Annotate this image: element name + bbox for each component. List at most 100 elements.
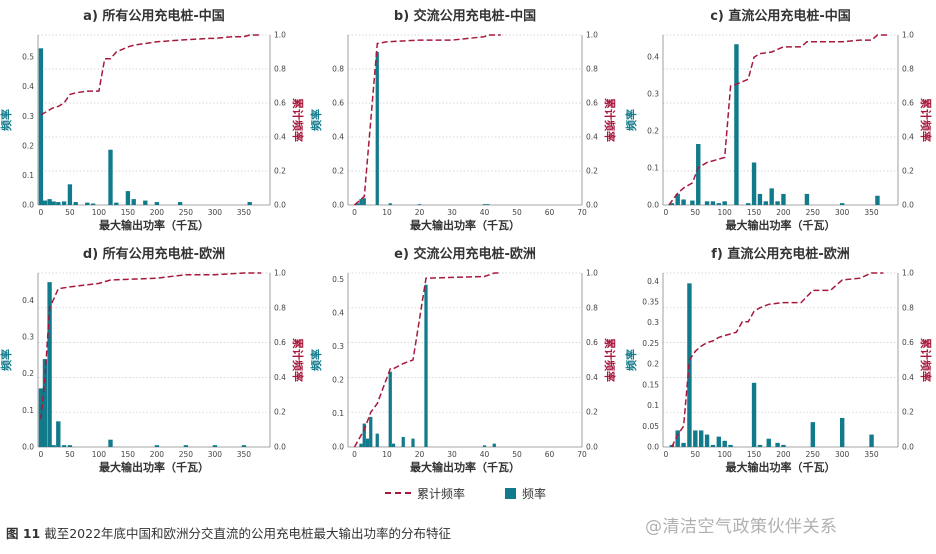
frequency-bar (681, 442, 686, 447)
y-tick-label: 0.1 (647, 164, 659, 173)
y-tick-label: 0.6 (332, 99, 344, 108)
frequency-bar (241, 445, 247, 447)
frequency-bar (47, 282, 52, 447)
frequency-bar (42, 359, 48, 447)
frequency-bar (690, 200, 695, 205)
x-tick-label: 350 (864, 208, 879, 217)
x-tick-label: 300 (208, 208, 223, 217)
y-tick-label: 0.3 (332, 342, 344, 351)
frequency-bar (486, 204, 490, 205)
frequency-bar (61, 201, 67, 205)
y-tick-label: 0.1 (332, 409, 344, 418)
y-tick-label: 0.1 (22, 171, 34, 180)
y2-axis-label: 累计频率 (603, 98, 617, 142)
y2-tick-label: 0.4 (274, 373, 286, 382)
frequency-bar (775, 201, 780, 205)
y-tick-label: 0.3 (22, 112, 34, 121)
frequency-bar (131, 199, 136, 205)
frequency-bar (47, 199, 52, 205)
y2-tick-label: 0.6 (902, 99, 914, 108)
x-tick-label: 70 (577, 450, 587, 459)
x-tick-label: 350 (237, 450, 252, 459)
frequency-bar (745, 203, 751, 205)
y2-tick-label: 1.0 (902, 269, 914, 278)
frequency-bar (710, 201, 716, 205)
y2-tick-label: 0.0 (586, 201, 598, 210)
y2-tick-label: 0.6 (586, 338, 598, 347)
frequency-bar (388, 203, 392, 205)
frequency-bar (56, 202, 61, 205)
y2-tick-label: 0.8 (274, 303, 286, 312)
frequency-bar (359, 199, 363, 205)
chart-title: a) 所有公用充电桩-中国 (83, 8, 225, 24)
y2-axis-label: 累计频率 (603, 338, 617, 382)
y2-tick-label: 0.8 (586, 303, 598, 312)
y-tick-label: 0.2 (22, 369, 34, 378)
x-tick-label: 200 (150, 450, 165, 459)
x-tick-label: 300 (835, 208, 850, 217)
x-tick-label: 20 (415, 208, 425, 217)
frequency-bar (704, 434, 710, 447)
frequency-bar (356, 203, 360, 205)
y-tick-label: 0.4 (332, 309, 344, 318)
frequency-bar (669, 203, 675, 205)
x-axis-label: 最大输出功率（千瓦） (726, 218, 836, 232)
y2-axis-label: 累计频率 (291, 98, 305, 142)
frequency-bar (90, 203, 96, 205)
frequency-bar (482, 445, 487, 447)
frequency-bar (51, 201, 56, 205)
y-tick-label: 0.3 (22, 333, 34, 342)
cumulative-line (671, 272, 884, 448)
y-tick-label: 0.05 (642, 422, 659, 431)
y2-tick-label: 0.2 (274, 408, 286, 417)
y-tick-label: 0.0 (22, 443, 34, 452)
frequency-bar (362, 423, 366, 447)
frequency-bar (693, 430, 698, 447)
x-tick-label: 50 (691, 208, 701, 217)
y2-tick-label: 1.0 (274, 31, 286, 40)
frequency-bar (56, 421, 61, 447)
x-tick-label: 250 (179, 208, 194, 217)
y-tick-label: 0.25 (642, 339, 659, 348)
frequency-bar (775, 442, 780, 447)
frequency-bar (365, 438, 370, 447)
y-tick-label: 0.1 (647, 401, 659, 410)
figure-caption-text: 截至2022年底中国和欧洲分交直流的公用充电桩最大输出功率的分布特征 (44, 526, 452, 541)
frequency-bar (751, 382, 757, 447)
y2-tick-label: 0.8 (274, 65, 286, 74)
frequency-bar (183, 445, 189, 447)
x-tick-label: 50 (691, 450, 701, 459)
frequency-bar (375, 52, 379, 205)
y-tick-label: 0.5 (332, 275, 344, 284)
chart-panel-3: c) 直流公用充电桩-中国 0 50 100 150 200 250 300 350 0.0 0.1… (624, 8, 933, 232)
frequency-bar (766, 438, 771, 447)
y2-tick-label: 0.0 (274, 443, 286, 452)
y-axis-label: 频率 (0, 349, 13, 371)
x-tick-label: 60 (545, 208, 555, 217)
x-tick-label: 150 (747, 450, 762, 459)
y-tick-label: 0.0 (22, 201, 34, 210)
frequency-bar (716, 436, 722, 447)
x-tick-label: 0 (39, 208, 44, 217)
x-tick-label: 150 (747, 208, 762, 217)
x-tick-label: 30 (447, 208, 457, 217)
cumulative-legend-line (385, 492, 411, 494)
y-tick-label: 0.2 (332, 376, 344, 385)
frequency-bar (67, 184, 73, 205)
frequency-bar (359, 443, 363, 447)
frequency-bar (114, 202, 119, 205)
figure-caption: 图 11 截至2022年底中国和欧洲分交直流的公用充电桩最大输出功率的分布特征 (6, 523, 451, 542)
cumulative-line (354, 34, 501, 206)
y2-axis-label: 累计频率 (919, 98, 933, 142)
frequency-bar (757, 444, 763, 447)
frequency-bar (362, 198, 366, 205)
frequency-legend-swatch (505, 487, 517, 499)
x-tick-label: 0 (664, 450, 669, 459)
frequency-bar (804, 193, 810, 205)
y2-tick-label: 0.6 (586, 99, 598, 108)
frequency-bar (369, 416, 373, 447)
frequency-bar (411, 438, 415, 447)
y2-tick-label: 1.0 (586, 31, 598, 40)
y-tick-label: 0.2 (332, 167, 344, 176)
x-tick-label: 300 (835, 450, 850, 459)
